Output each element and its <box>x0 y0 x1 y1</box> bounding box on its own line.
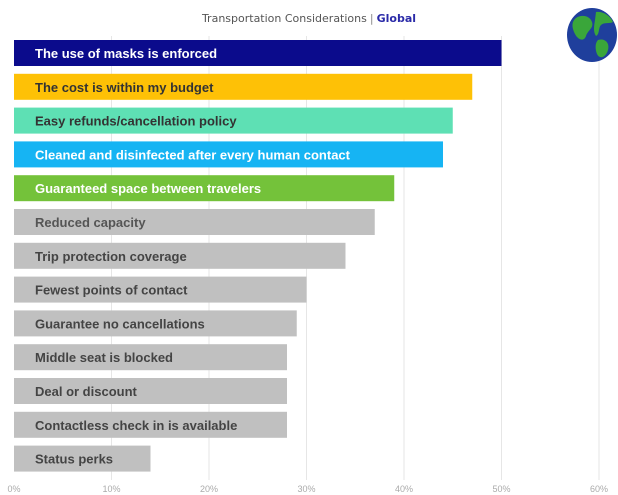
bar <box>14 378 287 404</box>
x-tick-label: 20% <box>200 484 218 494</box>
bar-label: Guaranteed space between travelers <box>35 181 261 196</box>
bar-label: Cleaned and disinfected after every huma… <box>35 147 351 162</box>
bar <box>14 73 473 100</box>
x-tick-label: 50% <box>492 484 510 494</box>
bar <box>14 107 453 134</box>
bar-label: Fewest points of contact <box>35 283 188 298</box>
bar-label: Reduced capacity <box>35 215 146 230</box>
chart-title-text: Transportation Considerations <box>201 12 367 25</box>
chart-scope-label: Global <box>376 12 417 25</box>
bar-label: Guarantee no cancellations <box>35 316 205 331</box>
bar <box>14 310 297 337</box>
chart-title: Transportation Considerations | Global <box>0 12 618 25</box>
bar <box>14 175 395 202</box>
bar-label: Contactless check in is available <box>35 418 237 433</box>
bar <box>14 411 287 438</box>
x-tick-label: 10% <box>102 484 120 494</box>
bar-label: Deal or discount <box>35 384 138 399</box>
bar <box>14 276 307 303</box>
x-tick-label: 0% <box>7 484 20 494</box>
bar-label: Trip protection coverage <box>35 249 187 264</box>
x-tick-label: 60% <box>590 484 608 494</box>
bar <box>14 40 502 66</box>
bar-label: Middle seat is blocked <box>35 350 173 365</box>
x-tick-label: 30% <box>297 484 315 494</box>
bar <box>14 141 443 168</box>
bar-label: The use of masks is enforced <box>35 46 217 61</box>
x-tick-label: 40% <box>395 484 413 494</box>
bar <box>14 344 287 371</box>
bar-label: Status perks <box>35 452 113 467</box>
bar-label: Easy refunds/cancellation policy <box>35 114 237 129</box>
globe-icon <box>567 8 617 62</box>
bar <box>14 209 375 235</box>
bar <box>14 445 151 472</box>
title-separator: | <box>369 12 374 25</box>
bar <box>14 242 346 269</box>
bar-label: The cost is within my budget <box>35 80 214 95</box>
